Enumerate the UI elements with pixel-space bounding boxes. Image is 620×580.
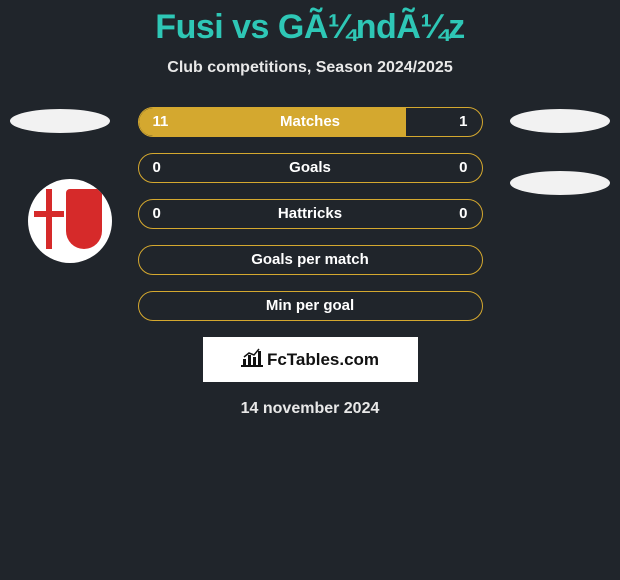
stat-label: Goals per match — [139, 246, 482, 274]
stat-right-value: 1 — [459, 108, 467, 136]
date-text: 14 november 2024 — [0, 400, 620, 418]
stat-bar-goals: 0 Goals 0 — [138, 153, 483, 183]
subtitle: Club competitions, Season 2024/2025 — [0, 59, 620, 77]
stat-label: Min per goal — [139, 292, 482, 320]
stat-bars: 11 Matches 1 0 Goals 0 0 Hattricks 0 Goa… — [138, 107, 483, 321]
stat-right-value: 0 — [459, 200, 467, 228]
stat-bar-hattricks: 0 Hattricks 0 — [138, 199, 483, 229]
stat-bar-min-per-goal: Min per goal — [138, 291, 483, 321]
comparison-widget: Fusi vs GÃ¼ndÃ¼z Club competitions, Seas… — [0, 0, 620, 418]
stat-right-value: 0 — [459, 154, 467, 182]
stat-bar-goals-per-match: Goals per match — [138, 245, 483, 275]
stat-label: Matches — [139, 108, 482, 136]
page-title: Fusi vs GÃ¼ndÃ¼z — [0, 0, 620, 47]
player-right-ellipse — [510, 109, 610, 133]
content-area: 11 Matches 1 0 Goals 0 0 Hattricks 0 Goa… — [0, 107, 620, 418]
brand-text: FcTables.com — [267, 350, 379, 370]
stat-bar-matches: 11 Matches 1 — [138, 107, 483, 137]
badge-shield — [66, 189, 102, 249]
stat-label: Goals — [139, 154, 482, 182]
brand-box[interactable]: FcTables.com — [203, 337, 418, 382]
stat-label: Hattricks — [139, 200, 482, 228]
club-badge-left — [28, 179, 112, 263]
player-right-ellipse-2 — [510, 171, 610, 195]
badge-cross-vertical — [46, 189, 52, 249]
chart-icon — [241, 347, 263, 372]
badge-cross-horizontal — [34, 211, 64, 217]
player-left-ellipse — [10, 109, 110, 133]
